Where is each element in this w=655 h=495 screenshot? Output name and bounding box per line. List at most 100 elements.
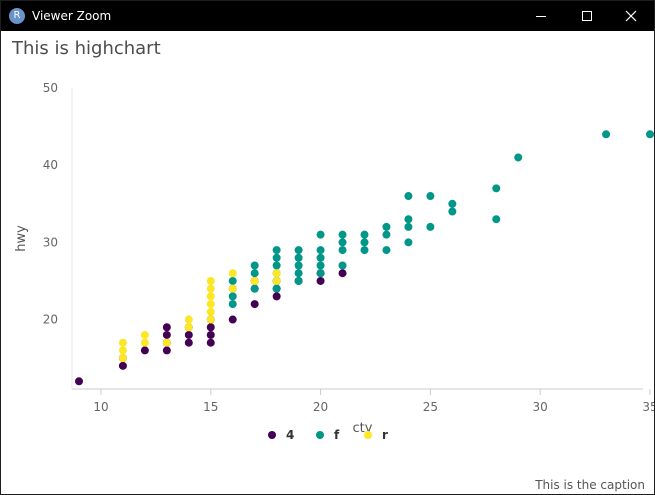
data-point-f xyxy=(316,230,325,239)
window-title: Viewer Zoom xyxy=(32,9,112,23)
data-point-f xyxy=(250,269,259,278)
data-point-4 xyxy=(338,269,347,278)
data-point-r xyxy=(206,292,215,301)
data-point-r xyxy=(118,338,127,347)
data-point-f xyxy=(294,253,303,262)
maximize-icon xyxy=(582,11,592,21)
data-point-f xyxy=(360,238,369,247)
data-point-r xyxy=(272,269,281,278)
data-point-r xyxy=(118,354,127,363)
data-point-f xyxy=(228,276,237,285)
x-tick-label: 30 xyxy=(533,400,548,414)
data-point-r xyxy=(140,338,149,347)
data-point-r xyxy=(206,300,215,309)
legend-marker-f xyxy=(316,431,324,439)
data-point-f xyxy=(228,292,237,301)
data-point-4 xyxy=(206,338,215,347)
data-point-f xyxy=(360,246,369,255)
data-point-f xyxy=(646,130,654,139)
y-tick-label: 30 xyxy=(43,235,58,249)
data-point-r xyxy=(206,284,215,293)
data-point-4 xyxy=(206,330,215,339)
data-point-f xyxy=(294,276,303,285)
data-point-4 xyxy=(162,323,171,332)
minimize-button[interactable] xyxy=(518,1,564,31)
legend-marker-4 xyxy=(268,431,276,439)
data-point-f xyxy=(404,222,413,231)
data-point-4 xyxy=(184,338,193,347)
data-point-4 xyxy=(316,276,325,285)
data-point-f xyxy=(492,215,501,224)
data-point-r xyxy=(206,307,215,316)
data-point-4 xyxy=(162,346,171,355)
data-point-f xyxy=(294,269,303,278)
data-point-4 xyxy=(228,315,237,324)
data-point-f xyxy=(514,153,523,162)
data-point-4 xyxy=(75,377,83,386)
data-point-f xyxy=(338,238,347,247)
x-tick-label: 20 xyxy=(313,400,328,414)
data-point-r xyxy=(118,346,127,355)
chart-title: This is highchart xyxy=(12,38,161,59)
data-point-f xyxy=(316,269,325,278)
data-point-r xyxy=(140,330,149,339)
data-point-r xyxy=(228,284,237,293)
minimize-icon xyxy=(536,16,546,17)
x-tick-label: 15 xyxy=(203,400,218,414)
data-point-f xyxy=(382,230,391,239)
data-point-r xyxy=(184,315,193,324)
x-tick-label: 35 xyxy=(642,400,654,414)
data-point-4 xyxy=(250,300,259,309)
data-point-f xyxy=(316,253,325,262)
data-point-f xyxy=(382,222,391,231)
data-point-f xyxy=(404,215,413,224)
y-tick-label: 50 xyxy=(43,81,58,95)
data-point-f xyxy=(360,230,369,239)
data-point-f xyxy=(228,300,237,309)
maximize-button[interactable] xyxy=(564,1,610,31)
close-button[interactable] xyxy=(608,1,654,31)
data-point-f xyxy=(316,261,325,270)
data-point-f xyxy=(338,261,347,270)
data-point-4 xyxy=(118,361,127,370)
data-point-r xyxy=(250,276,259,285)
y-tick-label: 20 xyxy=(43,313,58,327)
x-tick-label: 10 xyxy=(93,400,108,414)
data-point-r xyxy=(162,338,171,347)
x-tick-label: 25 xyxy=(423,400,438,414)
data-point-f xyxy=(404,192,413,201)
legend-label-f: f xyxy=(334,428,340,442)
data-point-f xyxy=(492,184,501,193)
data-point-4 xyxy=(206,323,215,332)
data-point-f xyxy=(294,246,303,255)
data-point-f xyxy=(404,238,413,247)
data-point-f xyxy=(338,246,347,255)
data-point-f xyxy=(382,246,391,255)
data-point-r xyxy=(272,276,281,285)
legend-label-4: 4 xyxy=(286,428,294,442)
data-point-f xyxy=(272,284,281,293)
y-tick-label: 40 xyxy=(43,158,58,172)
chart-caption: This is the caption xyxy=(535,478,645,492)
data-point-r xyxy=(206,276,215,285)
data-point-f xyxy=(272,253,281,262)
data-point-r xyxy=(184,323,193,332)
data-point-f xyxy=(250,261,259,270)
legend-marker-r xyxy=(364,431,372,439)
data-point-r xyxy=(228,269,237,278)
data-point-f xyxy=(426,192,435,201)
title-bar: R Viewer Zoom xyxy=(1,1,654,31)
y-axis-title: hwy xyxy=(14,225,29,252)
legend-label-r: r xyxy=(382,428,388,442)
data-point-f xyxy=(448,207,457,216)
data-point-f xyxy=(272,261,281,270)
r-app-icon: R xyxy=(9,8,25,24)
data-point-4 xyxy=(184,330,193,339)
data-point-f xyxy=(316,246,325,255)
data-point-4 xyxy=(162,330,171,339)
data-point-f xyxy=(272,246,281,255)
data-point-f xyxy=(426,222,435,231)
data-point-f xyxy=(250,284,259,293)
